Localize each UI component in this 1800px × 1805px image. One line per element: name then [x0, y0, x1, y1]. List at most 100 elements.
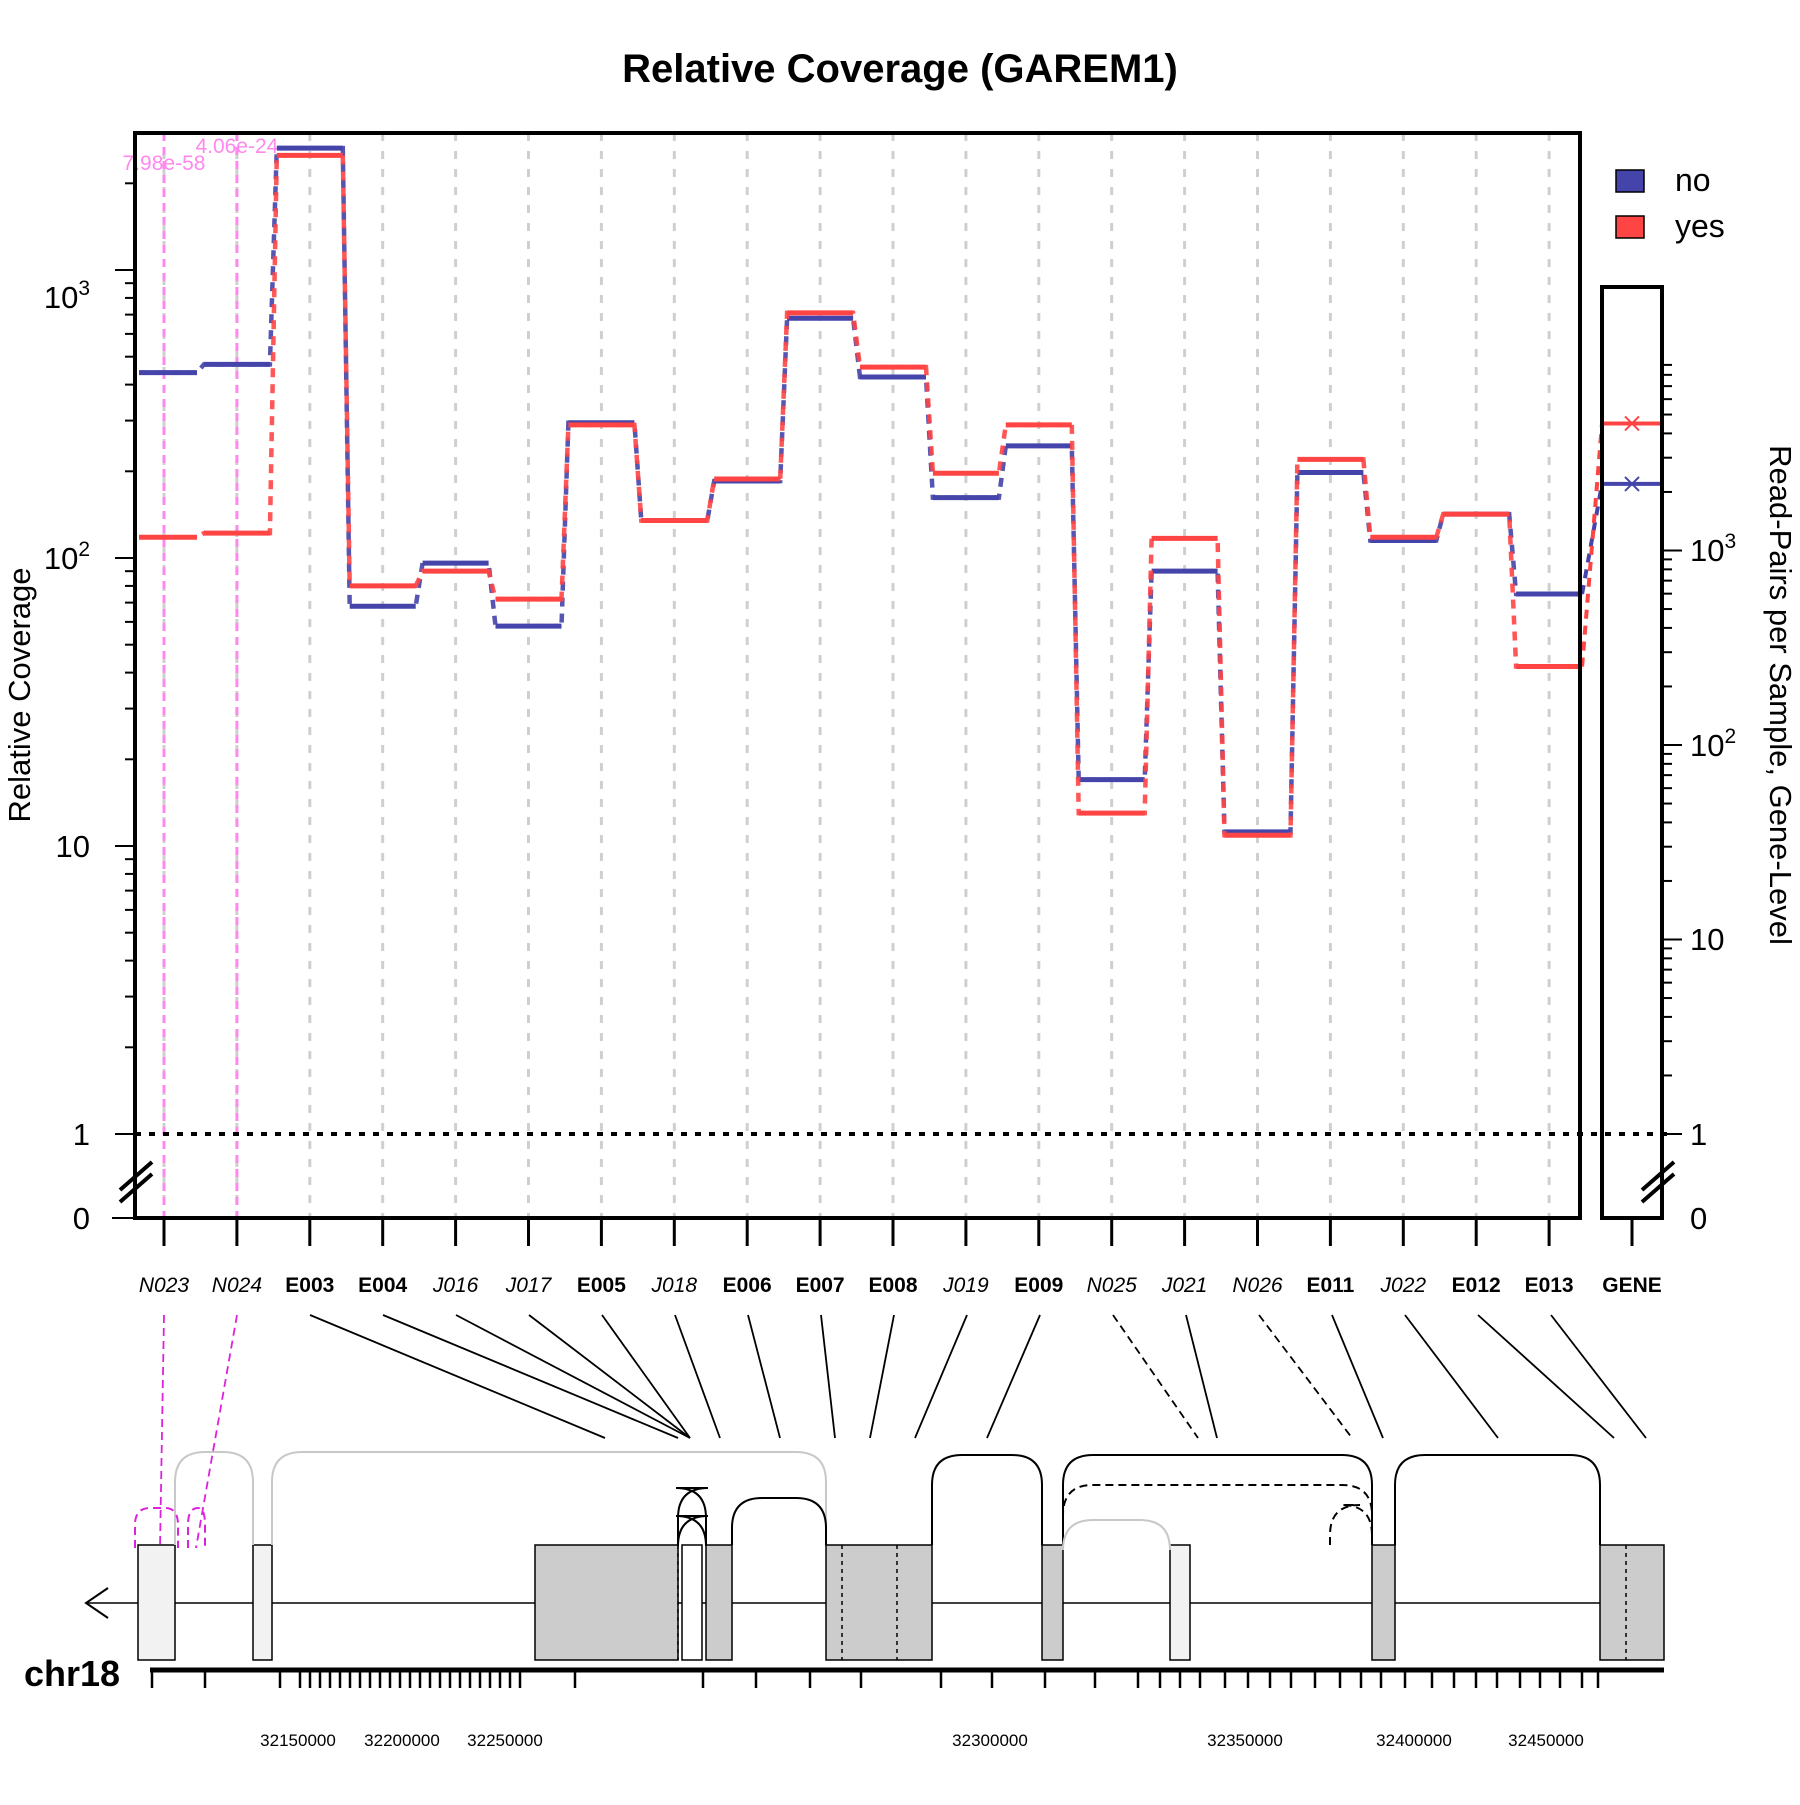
- feature-connector: [1477, 1314, 1615, 1439]
- exon-box: [137, 1544, 176, 1661]
- junction-arc: [731, 1497, 827, 1545]
- y-tick-label: 10: [56, 829, 90, 864]
- y-tick-label: 0: [73, 1201, 90, 1236]
- series-connector-gene-yes: [1580, 423, 1604, 667]
- feature-connector: [820, 1314, 836, 1439]
- feature-connector: [601, 1314, 691, 1439]
- feature-connector: [309, 1314, 606, 1439]
- feature-connector: [455, 1314, 691, 1439]
- exon-box: [1169, 1544, 1191, 1661]
- genome-tick-label: 32300000: [952, 1731, 1028, 1750]
- junction-arc-dashed: [1062, 1484, 1373, 1545]
- gene-level-marker-no: [1624, 476, 1640, 492]
- exon-box: [825, 1544, 933, 1661]
- junction-arc: [1062, 1454, 1373, 1545]
- x-tick-label: J021: [1161, 1274, 1208, 1297]
- x-tick-label: N024: [212, 1274, 262, 1297]
- junction-arc: [675, 1515, 709, 1547]
- y-tick-label-right: 1: [1690, 1117, 1707, 1152]
- junction-arc: [931, 1454, 1043, 1545]
- gene-level-marker-yes: [1624, 415, 1640, 432]
- x-tick-label: J019: [942, 1274, 989, 1297]
- y-tick-label: 102: [44, 538, 90, 576]
- series-connector-no: [139, 145, 1583, 835]
- x-tick-label: N025: [1087, 1274, 1138, 1297]
- feature-connector: [1550, 1314, 1647, 1439]
- genome-tick-label: 32450000: [1508, 1731, 1584, 1750]
- x-tick-label: N023: [139, 1274, 190, 1297]
- y-axis-label: Relative Coverage: [2, 567, 37, 822]
- y-tick-label-right: 103: [1690, 530, 1736, 568]
- novel-junction: [134, 1506, 206, 1548]
- chromosome-label: chr18: [24, 1653, 120, 1694]
- junction-arc-dashed: [1329, 1504, 1373, 1545]
- series-connector-yes: [139, 153, 1583, 838]
- exon-box: [534, 1544, 679, 1661]
- junction-arc: [675, 1487, 709, 1545]
- y-tick-label: 1: [73, 1117, 90, 1152]
- x-tick-label: E003: [285, 1274, 334, 1297]
- feature-connector: [195, 1314, 238, 1549]
- feature-connector: [1185, 1314, 1218, 1439]
- exon-box: [1599, 1544, 1665, 1661]
- y-tick-label: 103: [44, 277, 90, 315]
- x-tick-label: E006: [723, 1274, 772, 1297]
- x-tick-label: J018: [651, 1274, 698, 1297]
- genome-tick-label: 32350000: [1207, 1731, 1283, 1750]
- strand-arrow-icon: [84, 1587, 109, 1619]
- genome-tick-label: 32400000: [1376, 1731, 1452, 1750]
- exon-box: [681, 1544, 703, 1661]
- feature-connector: [528, 1314, 691, 1439]
- feature-connector: [674, 1314, 721, 1439]
- annotation-label: 4.06e-24: [195, 135, 278, 158]
- feature-connector: [747, 1314, 781, 1439]
- x-tick-label: N026: [1232, 1274, 1283, 1297]
- y-tick-label-right: 0: [1690, 1201, 1707, 1236]
- axis-break-right: [1640, 1160, 1676, 1204]
- feature-connector: [869, 1314, 895, 1439]
- x-tick-label: E013: [1525, 1274, 1574, 1297]
- junction-arc: [1394, 1454, 1601, 1545]
- y-axis-label-right: Read-Pairs per Sample, Gene-Level: [1763, 445, 1798, 945]
- x-tick-label: E011: [1306, 1274, 1354, 1297]
- legend-label-yes: yes: [1675, 208, 1725, 244]
- y-tick-label-right: 10: [1690, 922, 1724, 957]
- legend-swatch-no: [1615, 169, 1645, 193]
- x-tick-label: E005: [577, 1274, 626, 1297]
- exon-box: [705, 1544, 733, 1661]
- feature-connector: [1112, 1314, 1199, 1439]
- x-tick-label: J017: [505, 1274, 553, 1297]
- legend-label-no: no: [1675, 162, 1711, 198]
- genome-tick-label: 32150000: [260, 1731, 336, 1750]
- junction-arc: [1062, 1519, 1171, 1551]
- exon-box: [252, 1544, 273, 1661]
- x-tick-label: E012: [1452, 1274, 1501, 1297]
- feature-connector: [1404, 1314, 1499, 1439]
- annotation-label: 7.98e-58: [123, 152, 206, 175]
- series-connector-gene-no: [1580, 483, 1604, 595]
- genome-tick-label: 32250000: [467, 1731, 543, 1750]
- plot-frame: [133, 131, 1582, 1220]
- junction-arc: [271, 1451, 827, 1545]
- legend-swatch-yes: [1615, 215, 1645, 239]
- axis-break-left: [118, 1160, 154, 1204]
- chart-title: Relative Coverage (GAREM1): [622, 47, 1178, 91]
- genome-tick-label: 32200000: [364, 1731, 440, 1750]
- gene-panel-frame: [1600, 285, 1664, 1220]
- exon-box: [1041, 1544, 1064, 1661]
- exon-box: [1371, 1544, 1396, 1661]
- x-tick-label: J016: [432, 1274, 479, 1297]
- feature-connector: [914, 1314, 968, 1439]
- y-tick-label-right: 102: [1690, 725, 1736, 763]
- feature-connector: [986, 1314, 1041, 1439]
- junction-arc: [174, 1451, 254, 1545]
- x-tick-label: E007: [796, 1274, 845, 1297]
- x-tick-label: E009: [1014, 1274, 1063, 1297]
- feature-connector: [1331, 1314, 1384, 1439]
- feature-connector: [382, 1314, 679, 1439]
- gene-tick-label: GENE: [1602, 1274, 1662, 1297]
- feature-connector: [159, 1314, 165, 1549]
- feature-connector: [1258, 1314, 1353, 1439]
- x-tick-label: E004: [358, 1274, 407, 1297]
